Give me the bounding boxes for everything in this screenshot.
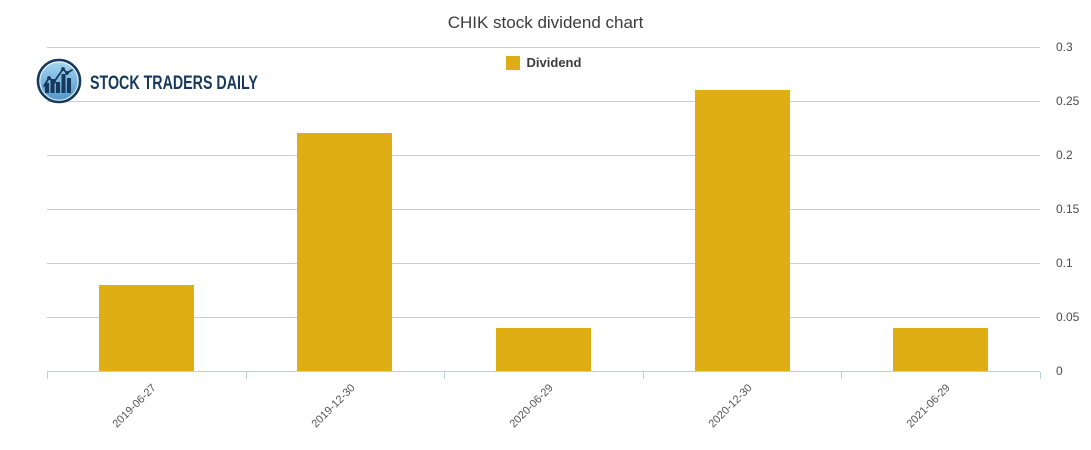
x-axis-label: 2019-06-27 (110, 382, 159, 431)
chart-title: CHIK stock dividend chart (447, 13, 644, 32)
legend-label: Dividend (526, 55, 582, 70)
y-axis-label: 0.05 (1056, 310, 1080, 324)
legend-swatch (505, 55, 520, 70)
gridline (47, 101, 1040, 102)
logo-text: STOCK TRADERS DAILY (90, 72, 258, 94)
x-axis-label: 2020-12-30 (706, 382, 755, 431)
bar-2019-12-30[interactable] (297, 133, 393, 371)
x-axis-label: 2021-06-29 (904, 382, 954, 431)
gridline (47, 317, 1040, 318)
x-axis-label: 2020-06-29 (507, 382, 556, 431)
y-axis-label: 0.2 (1056, 148, 1073, 162)
gridline (47, 209, 1040, 210)
bar-2020-06-29[interactable] (496, 327, 591, 371)
y-axis-label: 0.3 (1056, 40, 1073, 54)
y-axis-label: 0.1 (1056, 256, 1073, 270)
x-axis-line (47, 371, 1040, 372)
x-axis-tick (245, 372, 247, 379)
legend-item-dividend[interactable]: Dividend (47, 55, 1040, 70)
x-axis-tick (47, 372, 48, 379)
x-axis-tick (642, 372, 644, 379)
x-axis-tick (444, 372, 446, 379)
bar-2021-06-29[interactable] (893, 327, 989, 371)
gridline (47, 47, 1040, 48)
plot-area (47, 47, 1041, 379)
x-axis-label: 2019-12-30 (309, 382, 358, 431)
gridline (47, 155, 1040, 156)
bar-2019-06-27[interactable] (98, 284, 194, 371)
bar-2020-12-30[interactable] (694, 90, 790, 371)
x-axis-tick (1040, 372, 1041, 379)
bar-line-chart-circle-icon (36, 58, 82, 109)
gridline (47, 263, 1040, 264)
y-axis-label: 0 (1056, 364, 1063, 378)
logo: STOCK TRADERS DAILY (36, 58, 314, 109)
y-axis-label: 0.15 (1056, 202, 1080, 216)
x-axis-tick (841, 372, 843, 379)
y-axis-label: 0.25 (1056, 94, 1080, 108)
